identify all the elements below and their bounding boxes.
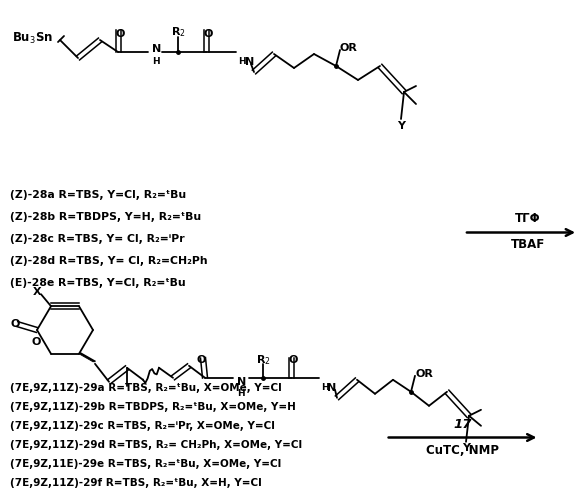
Text: (7E,9Z,11Z)-29b R=TBDPS, R₂=ᵗBu, X=OMe, Y=H: (7E,9Z,11Z)-29b R=TBDPS, R₂=ᵗBu, X=OMe, … xyxy=(10,402,296,412)
Text: Y: Y xyxy=(462,443,470,453)
Text: N: N xyxy=(245,57,254,67)
Text: O: O xyxy=(31,337,41,347)
Text: H: H xyxy=(238,58,245,66)
Text: O: O xyxy=(288,355,298,365)
Text: H: H xyxy=(321,384,329,392)
Text: (7E,9Z,11Z)-29f R=TBS, R₂=ᵗBu, X=H, Y=Cl: (7E,9Z,11Z)-29f R=TBS, R₂=ᵗBu, X=H, Y=Cl xyxy=(10,478,262,488)
Text: (7E,9Z,11E)-29e R=TBS, R₂=ᵗBu, X=OMe, Y=Cl: (7E,9Z,11E)-29e R=TBS, R₂=ᵗBu, X=OMe, Y=… xyxy=(10,459,281,469)
Text: N: N xyxy=(327,383,336,393)
Text: (7E,9Z,11Z)-29d R=TBS, R₂= CH₂Ph, X=OMe, Y=Cl: (7E,9Z,11Z)-29d R=TBS, R₂= CH₂Ph, X=OMe,… xyxy=(10,440,302,450)
Text: (7E,9Z,11Z)-29c R=TBS, R₂=ⁱPr, X=OMe, Y=Cl: (7E,9Z,11Z)-29c R=TBS, R₂=ⁱPr, X=OMe, Y=… xyxy=(10,421,275,431)
Text: N: N xyxy=(152,44,161,54)
Text: TBAF: TBAF xyxy=(510,238,545,252)
Text: Y: Y xyxy=(397,121,405,131)
Text: O: O xyxy=(115,29,125,39)
Text: OR: OR xyxy=(415,369,433,379)
Text: H: H xyxy=(237,390,245,398)
Text: O: O xyxy=(196,355,206,365)
Text: N: N xyxy=(237,377,246,387)
Text: X: X xyxy=(32,287,41,297)
Text: 17: 17 xyxy=(454,418,472,430)
Text: (Z)-28c R=TBS, Y= Cl, R₂=ⁱPr: (Z)-28c R=TBS, Y= Cl, R₂=ⁱPr xyxy=(10,234,184,244)
Text: Bu$_3$Sn: Bu$_3$Sn xyxy=(12,30,53,46)
Text: (Z)-28b R=TBDPS, Y=H, R₂=ᵗBu: (Z)-28b R=TBDPS, Y=H, R₂=ᵗBu xyxy=(10,212,201,222)
Text: O: O xyxy=(10,319,20,329)
Text: (7E,9Z,11Z)-29a R=TBS, R₂=ᵗBu, X=OMe, Y=Cl: (7E,9Z,11Z)-29a R=TBS, R₂=ᵗBu, X=OMe, Y=… xyxy=(10,383,282,393)
Text: O: O xyxy=(204,29,213,39)
Text: R$_2$: R$_2$ xyxy=(171,25,186,39)
Text: CuTC, NMP: CuTC, NMP xyxy=(426,444,499,456)
Text: (Z)-28d R=TBS, Y= Cl, R₂=CH₂Ph: (Z)-28d R=TBS, Y= Cl, R₂=CH₂Ph xyxy=(10,256,208,266)
Text: (Z)-28a R=TBS, Y=Cl, R₂=ᵗBu: (Z)-28a R=TBS, Y=Cl, R₂=ᵗBu xyxy=(10,190,186,200)
Text: H: H xyxy=(152,58,160,66)
Text: R$_2$: R$_2$ xyxy=(256,353,270,366)
Text: ТГΦ: ТГΦ xyxy=(515,212,541,226)
Text: OR: OR xyxy=(340,43,358,53)
Text: (E)-28e R=TBS, Y=Cl, R₂=ᵗBu: (E)-28e R=TBS, Y=Cl, R₂=ᵗBu xyxy=(10,278,186,288)
